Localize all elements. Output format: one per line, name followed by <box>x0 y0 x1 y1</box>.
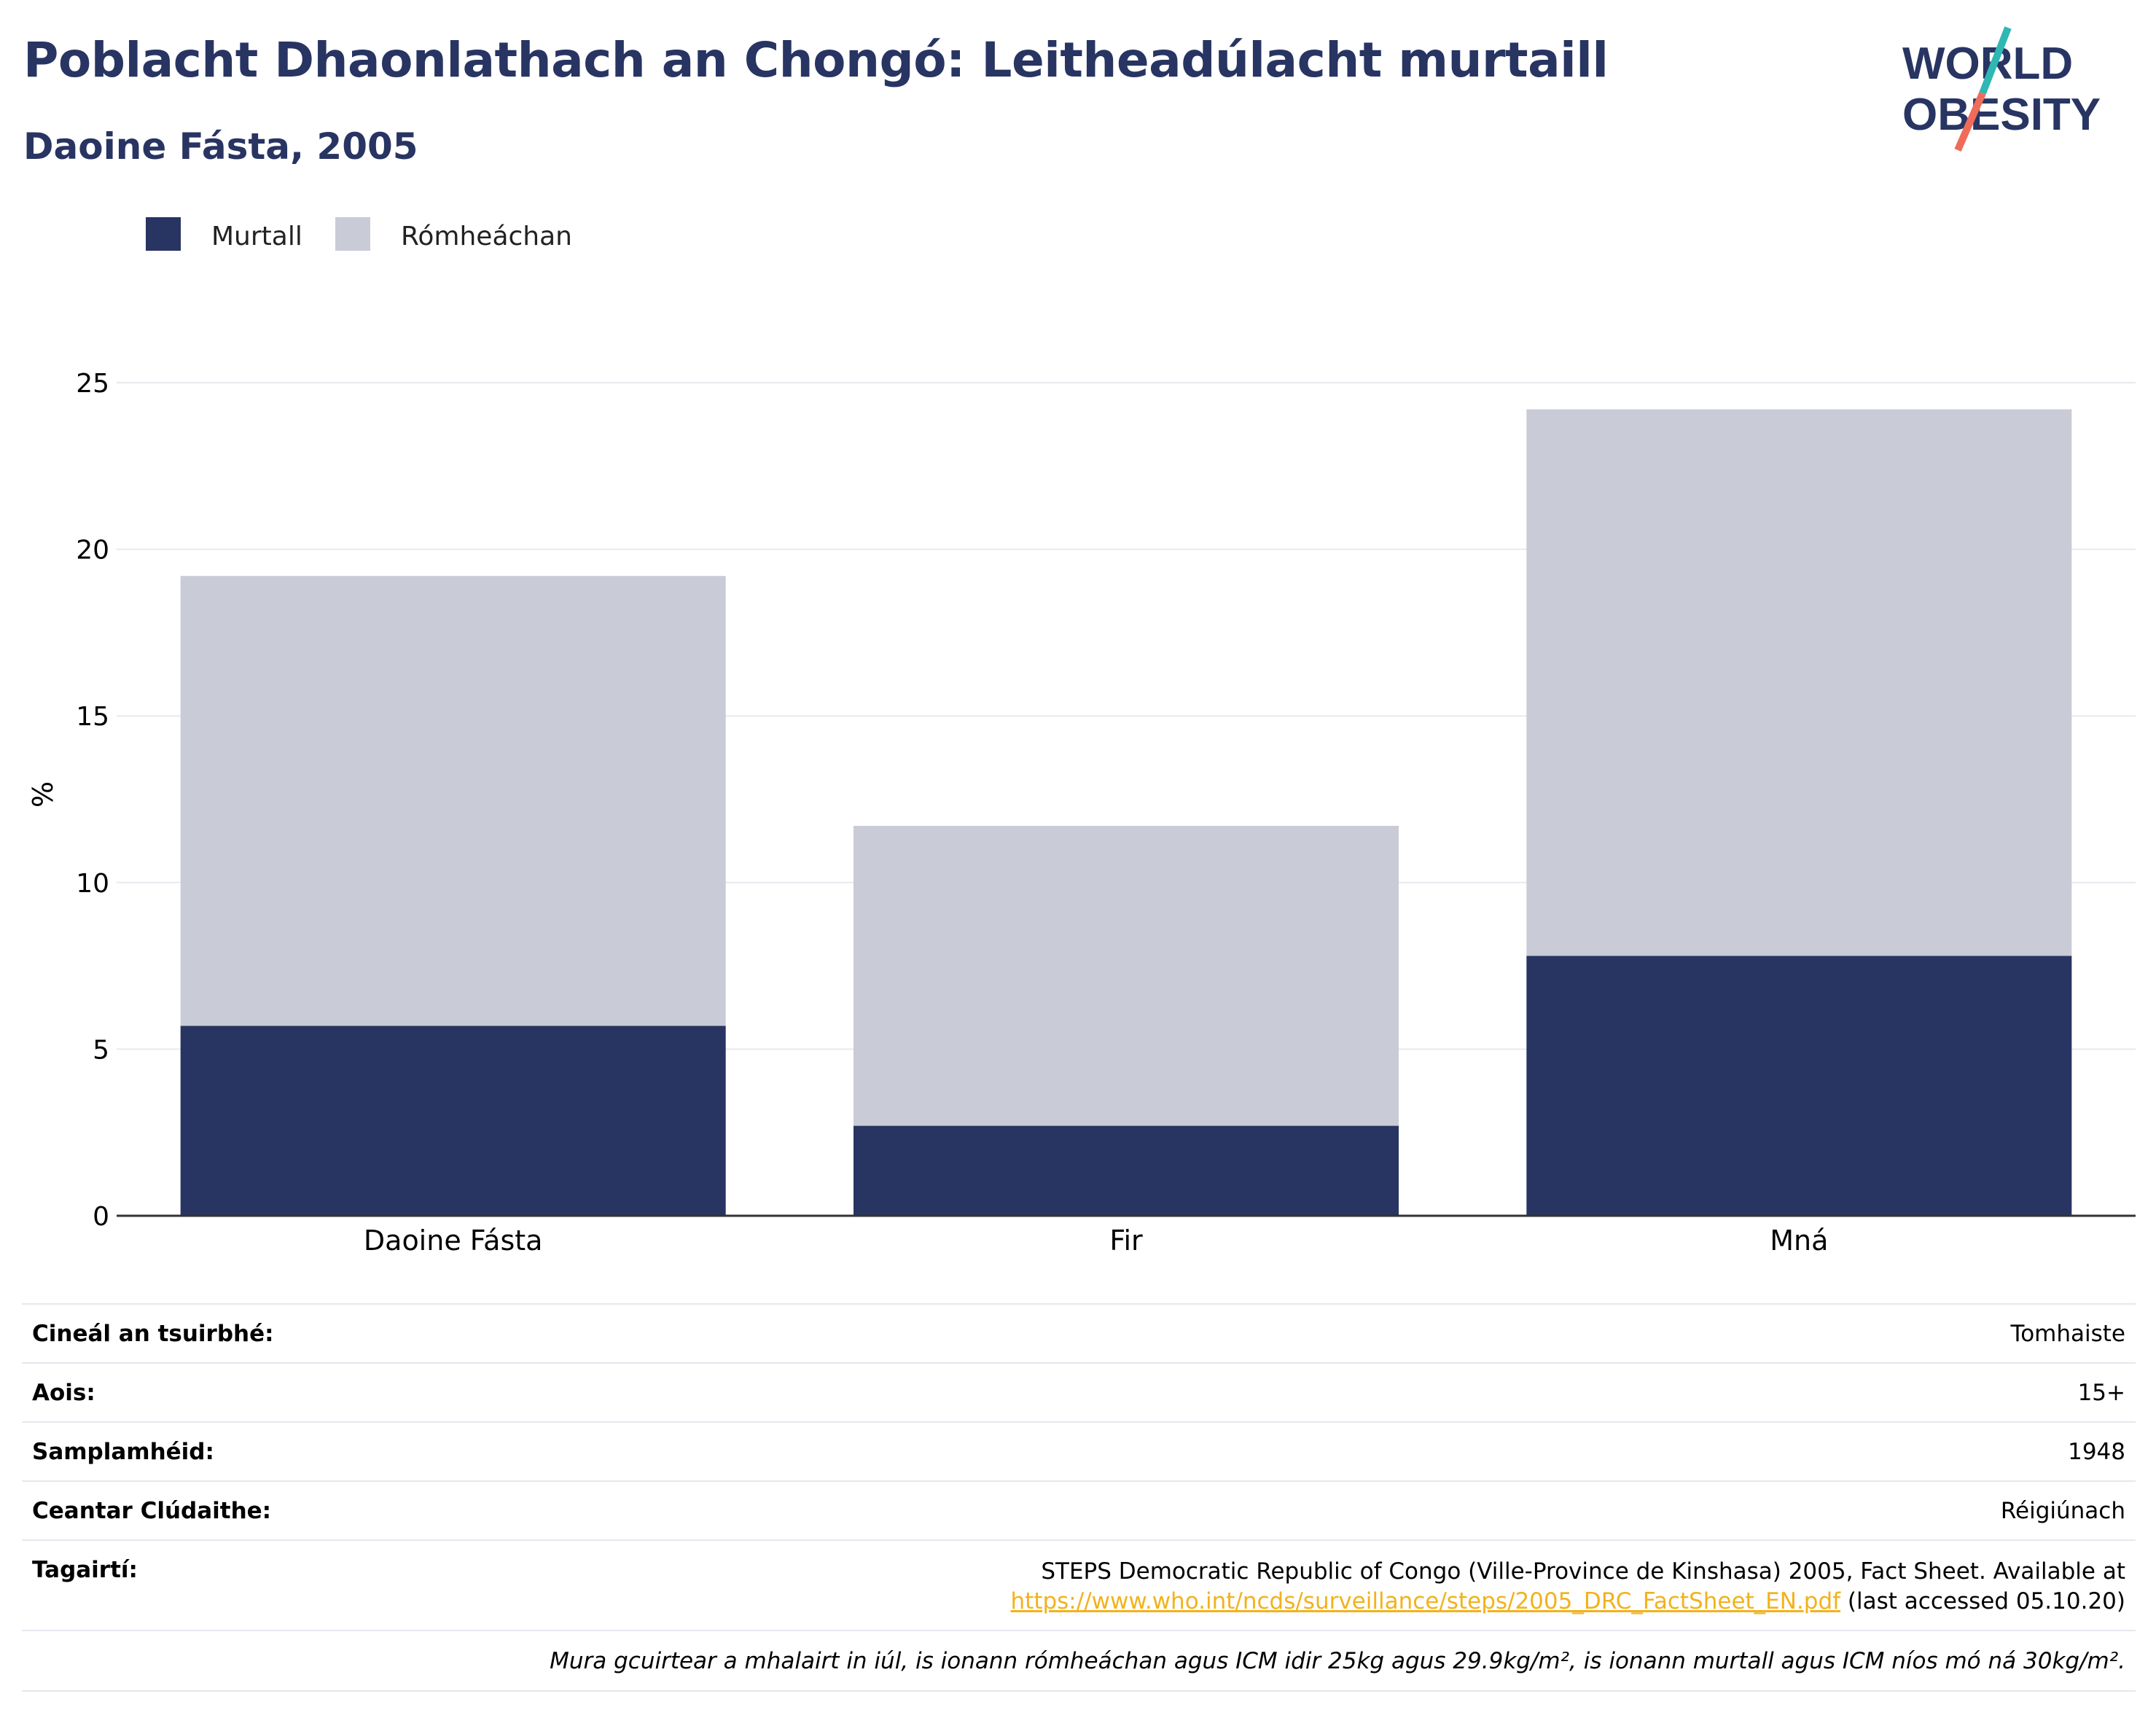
logo-slash-bottom <box>1954 92 1986 152</box>
info-value: 15+ <box>2077 1379 2125 1406</box>
y-tick-label: 5 <box>93 1035 109 1065</box>
y-axis-ticks: 0 5 10 15 20 25 <box>76 369 109 1232</box>
y-tick-label: 0 <box>93 1202 109 1232</box>
chart-title: Poblacht Dhaonlathach an Chongó: Leithea… <box>23 32 1609 88</box>
info-row-sample-size: Samplamhéid: 1948 <box>22 1423 2136 1482</box>
info-label: Ceantar Clúdaithe: <box>32 1497 272 1524</box>
info-row-age: Aois: 15+ <box>22 1364 2136 1423</box>
chart-subtitle: Daoine Fásta, 2005 <box>23 125 418 168</box>
info-value: Réigiúnach <box>2000 1497 2125 1524</box>
y-tick-label: 25 <box>76 369 109 399</box>
stacked-bar-chart: Murtall Rómheáchan 0 5 10 15 20 25 Daoine Fást… <box>27 217 2136 1257</box>
bar-overweight <box>1526 409 2072 956</box>
info-value: 1948 <box>2068 1438 2125 1465</box>
chart-bars <box>180 409 2072 1216</box>
survey-info-table: Cineál an tsuirbhé: Tomhaiste Aois: 15+ … <box>22 1303 2136 1692</box>
bar-overweight <box>180 576 726 1026</box>
info-row-references: Tagairtí: STEPS Democratic Republic of C… <box>22 1541 2136 1631</box>
world-obesity-logo: WORLD OBESITY <box>1902 26 2101 152</box>
info-label: Cineál an tsuirbhé: <box>32 1320 274 1347</box>
x-tick-label: Mná <box>1770 1225 1828 1257</box>
info-row-area-covered: Ceantar Clúdaithe: Réigiúnach <box>22 1482 2136 1541</box>
info-label: Tagairtí: <box>32 1557 138 1583</box>
definition-note: Mura gcuirtear a mhalairt in iúl, is ion… <box>22 1631 2136 1692</box>
info-label: Samplamhéid: <box>32 1438 214 1465</box>
logo-slash-top <box>1979 26 2012 95</box>
y-tick-label: 20 <box>76 536 109 566</box>
reference-line: STEPS Democratic Republic of Congo (Vill… <box>1041 1558 2125 1585</box>
legend-swatch <box>146 217 181 251</box>
x-axis-ticks: Daoine Fásta Fir Mná <box>364 1225 1829 1257</box>
bar-obesity <box>854 1125 1399 1216</box>
references-text: STEPS Democratic Republic of Congo (Vill… <box>1011 1557 2125 1617</box>
legend-label: Rómheáchan <box>401 222 572 251</box>
x-tick-label: Daoine Fásta <box>364 1225 543 1257</box>
bar-obesity <box>180 1026 726 1216</box>
legend-label: Murtall <box>211 222 302 251</box>
logo-text-obesity: OBESITY <box>1902 90 2101 140</box>
chart-legend: Murtall Rómheáchan <box>146 217 572 251</box>
info-row-survey-type: Cineál an tsuirbhé: Tomhaiste <box>22 1305 2136 1364</box>
y-tick-label: 15 <box>76 702 109 732</box>
reference-link[interactable]: https://www.who.int/ncds/surveillance/st… <box>1010 1588 1841 1614</box>
bar-overweight <box>854 826 1399 1126</box>
y-axis-label: % <box>27 781 59 808</box>
info-label: Aois: <box>32 1379 95 1406</box>
legend-swatch <box>335 217 370 251</box>
bar-obesity <box>1526 956 2072 1216</box>
reference-accessed: (last accessed 05.10.20) <box>1840 1588 2125 1614</box>
y-tick-label: 10 <box>76 869 109 899</box>
info-value: Tomhaiste <box>2010 1320 2125 1347</box>
x-tick-label: Fir <box>1109 1225 1143 1257</box>
